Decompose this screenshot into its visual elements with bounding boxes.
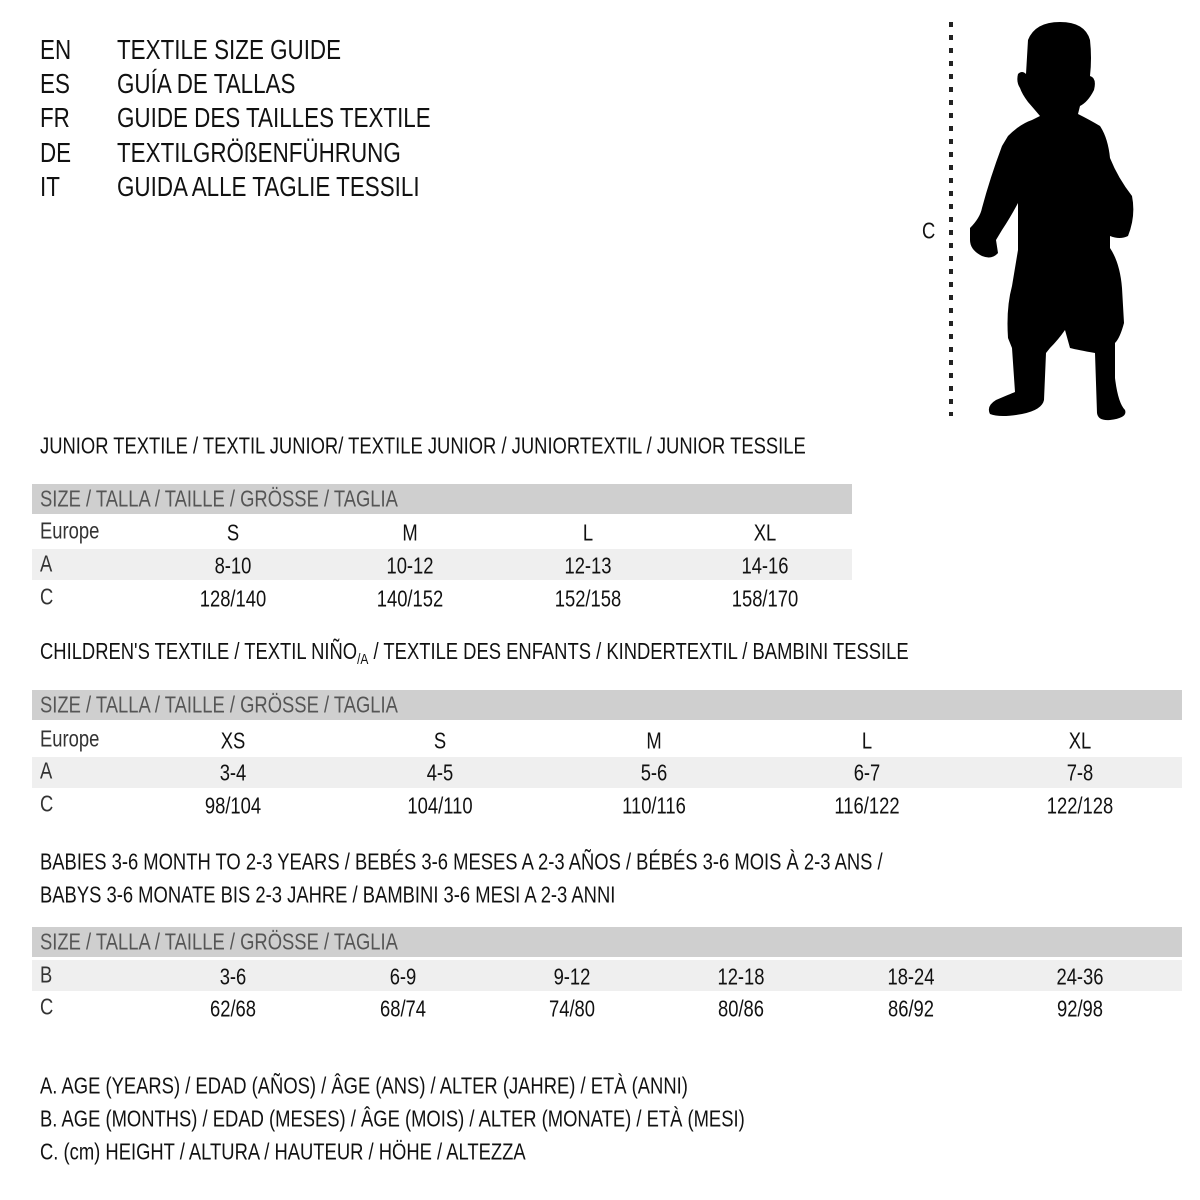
- cell: 6-7: [853, 759, 881, 786]
- height-measure-line: [949, 22, 953, 416]
- lang-code: EN: [40, 34, 72, 65]
- cell: 158/170: [731, 585, 799, 612]
- cell: 86/92: [887, 995, 935, 1022]
- cell: 152/158: [554, 585, 622, 612]
- size-header: SIZE / TALLA / TAILLE / GRÖSSE / TAGLIA: [40, 691, 398, 718]
- cell: 4-5: [426, 759, 454, 786]
- child-silhouette-icon: [970, 22, 1134, 421]
- row-label: C: [40, 583, 54, 610]
- title-sub: /A: [357, 651, 369, 668]
- cell: XL: [1068, 727, 1092, 754]
- header-title: GUIDA ALLE TAGLIE TESSILI: [117, 171, 420, 202]
- cell: 12-13: [564, 552, 612, 579]
- cell: S: [226, 519, 240, 546]
- size-header: SIZE / TALLA / TAILLE / GRÖSSE / TAGLIA: [40, 928, 398, 955]
- cell: 116/122: [834, 792, 900, 819]
- cell: M: [402, 519, 418, 546]
- cell: 74/80: [548, 995, 596, 1022]
- row-label: A: [40, 757, 53, 784]
- cell: 80/86: [717, 995, 765, 1022]
- legend-item: A. AGE (YEARS) / EDAD (AÑOS) / ÂGE (ANS)…: [40, 1072, 688, 1099]
- lang-code: DE: [40, 137, 72, 168]
- cell: 12-18: [717, 963, 765, 990]
- cell: 18-24: [887, 963, 935, 990]
- size-header: SIZE / TALLA / TAILLE / GRÖSSE / TAGLIA: [40, 485, 398, 512]
- header-title: GUÍA DE TALLAS: [117, 68, 296, 99]
- title-main: CHILDREN'S TEXTILE / TEXTIL NIÑO: [40, 638, 358, 664]
- lang-code: IT: [40, 171, 60, 202]
- row-label: A: [40, 550, 53, 577]
- size-header-bar: [32, 690, 1182, 720]
- title-rest: / TEXTILE DES ENFANTS / KINDERTEXTIL / B…: [368, 638, 909, 664]
- cell: 92/98: [1056, 995, 1104, 1022]
- cell: XL: [753, 519, 777, 546]
- cell: 10-12: [386, 552, 434, 579]
- cell: M: [646, 727, 662, 754]
- cell: 140/152: [376, 585, 444, 612]
- cell: 5-6: [640, 759, 668, 786]
- row-band: [32, 549, 852, 580]
- row-label: B: [40, 961, 53, 988]
- row-label: C: [40, 993, 54, 1020]
- cell: 6-9: [389, 963, 417, 990]
- cell: 9-12: [553, 963, 591, 990]
- row-label: C: [40, 790, 54, 817]
- legend-item: B. AGE (MONTHS) / EDAD (MESES) / ÂGE (MO…: [40, 1105, 745, 1132]
- cell: 7-8: [1066, 759, 1094, 786]
- lang-code: ES: [40, 68, 70, 99]
- header-title: TEXTILGRÖßENFÜHRUNG: [117, 137, 401, 168]
- legend-item: C. (cm) HEIGHT / ALTURA / HAUTEUR / HÖHE…: [40, 1138, 526, 1165]
- row-label: Europe: [40, 725, 100, 752]
- cell: XS: [220, 727, 246, 754]
- row-label: Europe: [40, 517, 100, 544]
- section-title: BABIES 3-6 MONTH TO 2-3 YEARS / BEBÉS 3-…: [40, 848, 883, 875]
- cell: 98/104: [204, 792, 262, 819]
- cell: 14-16: [741, 552, 789, 579]
- cell: 110/116: [622, 792, 686, 819]
- size-header-bar: [32, 484, 852, 514]
- cell: 8-10: [214, 552, 252, 579]
- header-title: GUIDE DES TAILLES TEXTILE: [117, 102, 431, 133]
- cell: S: [433, 727, 447, 754]
- cell: 122/128: [1046, 792, 1114, 819]
- cell: 24-36: [1056, 963, 1104, 990]
- row-band: [32, 960, 1182, 991]
- section-title: JUNIOR TEXTILE / TEXTIL JUNIOR/ TEXTILE …: [40, 432, 806, 459]
- cell: 3-6: [219, 963, 247, 990]
- section-title: CHILDREN'S TEXTILE / TEXTIL NIÑO/A / TEX…: [40, 638, 909, 668]
- cell: 128/140: [199, 585, 267, 612]
- cell: 104/110: [407, 792, 473, 819]
- header-title: TEXTILE SIZE GUIDE: [117, 34, 342, 65]
- section-title: BABYS 3-6 MONATE BIS 2-3 JAHRE / BAMBINI…: [40, 881, 616, 908]
- cell: 68/74: [379, 995, 427, 1022]
- cell: 62/68: [209, 995, 257, 1022]
- size-header-bar: [32, 927, 1182, 957]
- row-band: [32, 757, 1182, 788]
- cell: L: [861, 727, 873, 754]
- measure-label: C: [922, 217, 936, 244]
- lang-code: FR: [40, 102, 70, 133]
- cell: L: [582, 519, 594, 546]
- cell: 3-4: [219, 759, 247, 786]
